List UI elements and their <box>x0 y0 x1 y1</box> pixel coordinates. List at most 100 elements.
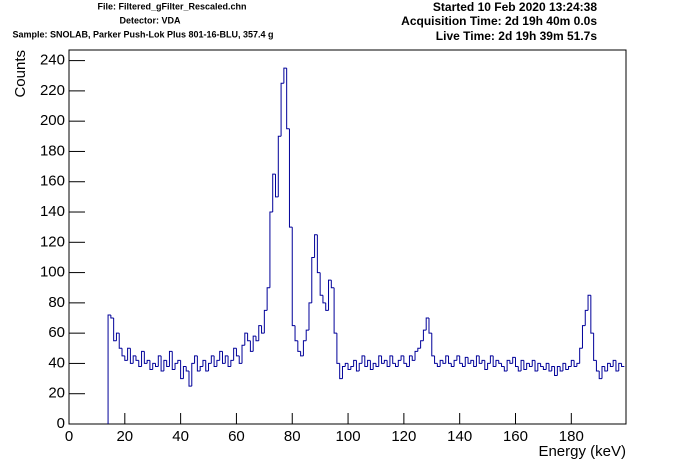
histogram-bin <box>448 355 452 364</box>
histogram-bin <box>581 325 586 349</box>
histogram-bin <box>157 355 162 367</box>
histogram-bin <box>503 366 508 372</box>
histogram-bin <box>361 355 365 364</box>
y-tick-label: 80 <box>48 294 65 311</box>
histogram-bin <box>166 360 170 367</box>
histogram-bin <box>224 355 229 364</box>
histogram-bin <box>579 347 583 364</box>
histogram-bin <box>194 355 198 364</box>
histogram-bin <box>540 363 544 367</box>
y-tick-label: 100 <box>40 264 65 281</box>
histogram-bin <box>593 333 597 361</box>
histogram-bin <box>188 371 192 387</box>
y-tick-label: 40 <box>48 354 65 371</box>
histogram-bin <box>171 351 176 370</box>
histogram-bin <box>604 366 608 372</box>
histogram-bin <box>308 302 312 331</box>
histogram-bin <box>420 340 424 349</box>
histogram-bin <box>305 329 309 341</box>
histogram-bin <box>230 359 234 367</box>
histogram-bin <box>562 362 566 372</box>
header-started: Started 10 Feb 2020 13:24:38 <box>433 0 597 14</box>
histogram-bin <box>149 360 153 370</box>
y-tick-label: 160 <box>40 173 65 190</box>
header-acq: Acquisition Time: 2d 19h 40m 0.0s <box>401 14 597 28</box>
histogram-bin <box>551 365 555 372</box>
histogram-bin <box>141 350 145 367</box>
header-sample: Sample: SNOLAB, Parker Push-Lok Plus 801… <box>12 29 273 39</box>
histogram-bin <box>400 355 404 361</box>
histogram-bin <box>249 340 254 352</box>
histogram-bin <box>124 355 128 361</box>
y-tick-label: 200 <box>40 112 65 129</box>
y-tick-label: 140 <box>40 203 65 220</box>
histogram-bin <box>196 355 201 372</box>
histogram-bin <box>431 333 435 357</box>
y-axis-title: Counts <box>12 50 29 98</box>
histogram-bin <box>397 359 402 367</box>
histogram-bin <box>489 355 494 364</box>
histogram-bin <box>595 360 600 372</box>
histogram-bin <box>347 363 351 370</box>
histogram-bin <box>414 350 418 361</box>
histogram-bin <box>537 362 541 372</box>
histogram-bin <box>417 347 421 352</box>
histogram-bin <box>277 135 282 197</box>
histogram-bin <box>210 355 215 364</box>
histogram-bin <box>219 350 223 361</box>
histogram-bin <box>369 360 374 370</box>
histogram-bin <box>121 348 125 357</box>
histogram-bin <box>182 365 187 379</box>
histogram-bin <box>590 295 594 334</box>
histogram-bin <box>534 360 538 372</box>
histogram-bin <box>311 256 315 303</box>
histogram-bin <box>601 365 605 379</box>
histogram-bin <box>118 333 123 349</box>
histogram-bin <box>199 365 203 372</box>
histogram-bin <box>498 360 502 364</box>
histogram-bin <box>523 360 527 370</box>
histogram-bin <box>481 359 485 364</box>
histogram-bin <box>381 355 385 364</box>
histogram-bin <box>528 363 533 367</box>
histogram-bin <box>612 359 616 367</box>
x-tick-label: 40 <box>172 428 189 445</box>
histogram-bin <box>336 333 340 364</box>
histogram-bin <box>263 309 268 334</box>
histogram-bin <box>542 366 547 370</box>
histogram-bin <box>445 355 449 364</box>
histogram-bin <box>514 357 519 367</box>
histogram-bin <box>261 325 265 334</box>
histogram-bin <box>556 365 561 376</box>
x-tick-label: 180 <box>559 428 584 445</box>
histogram-bin <box>478 355 483 364</box>
histogram-bin <box>492 355 496 367</box>
histogram-bin <box>531 359 536 367</box>
histogram-bin <box>202 359 206 367</box>
histogram-bin <box>406 363 410 367</box>
y-tick-label: 120 <box>40 233 65 250</box>
histogram-bin <box>570 359 575 367</box>
histogram-bin <box>436 363 441 367</box>
histogram-bin <box>609 363 614 367</box>
histogram-bin <box>238 355 243 364</box>
histogram-bin <box>127 347 131 361</box>
histogram-bin <box>283 67 287 84</box>
header-detector: Detector: VDA <box>119 15 181 25</box>
histogram-bin <box>163 359 167 372</box>
histogram-bin <box>375 363 379 367</box>
histogram-bin <box>300 351 304 357</box>
plot-frame <box>68 49 627 425</box>
histogram-bin <box>568 365 572 370</box>
histogram-bin <box>288 128 293 228</box>
histogram-bin <box>275 174 279 198</box>
y-tick-label: 0 <box>57 415 65 432</box>
histogram-bin <box>554 366 558 377</box>
histogram-bin <box>383 359 388 364</box>
y-tick-label: 60 <box>48 324 65 341</box>
histogram-bin <box>467 357 471 364</box>
histogram-bin <box>143 351 148 364</box>
histogram-bin <box>470 359 474 364</box>
histogram-bin <box>258 325 262 341</box>
histogram-bin <box>314 234 318 258</box>
